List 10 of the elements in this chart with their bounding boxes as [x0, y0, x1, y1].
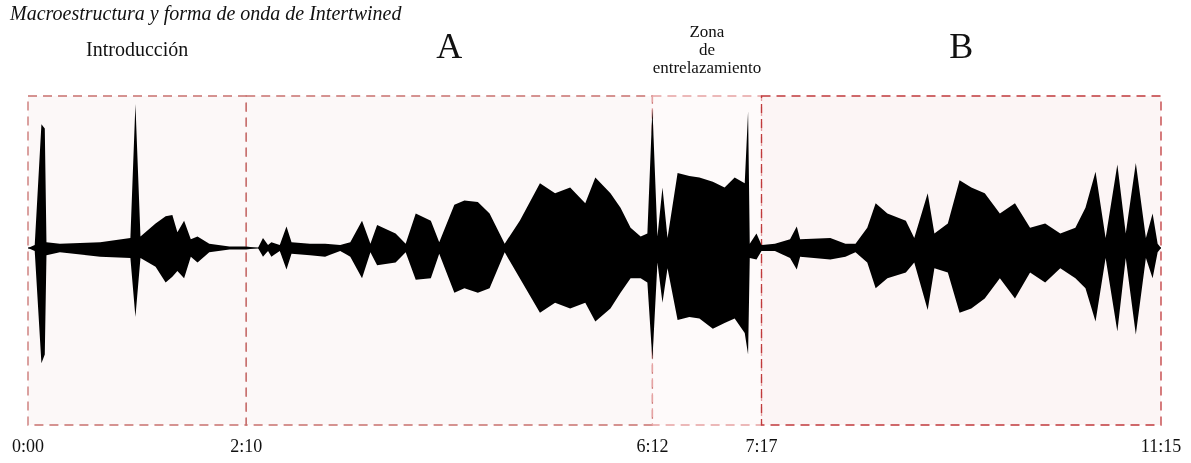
x-tick-label: 6:12	[636, 436, 669, 456]
chart-title: Macroestructura y forma de onda de Intertwined	[9, 2, 403, 25]
band-label: B	[949, 26, 974, 66]
band-label: Zona de entrelazamiento	[652, 22, 762, 77]
x-tick-label: 11:15	[1140, 436, 1182, 456]
x-tick-label: 0:00	[11, 436, 45, 456]
band-label: A	[436, 26, 463, 66]
x-tick-label: 7:17	[745, 436, 778, 456]
x-tick-label: 2:10	[230, 436, 263, 456]
band-label: Introducción	[86, 38, 189, 60]
